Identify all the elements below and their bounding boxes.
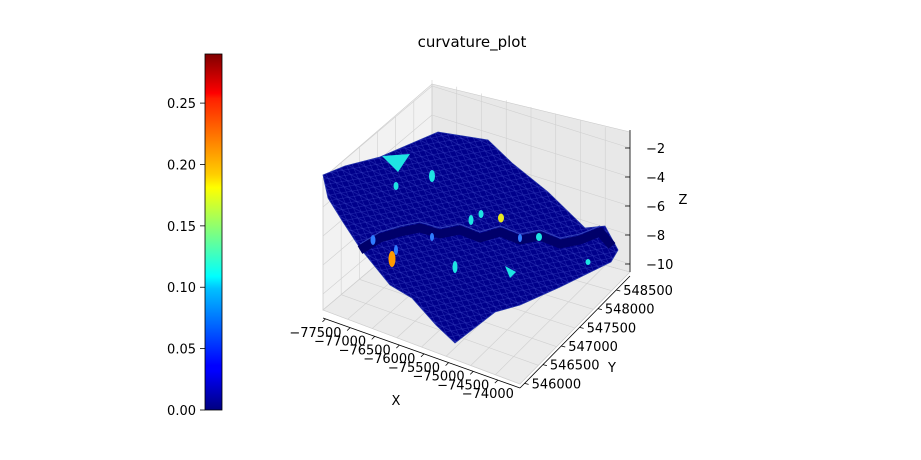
x-axis-label: X <box>392 394 401 409</box>
x-tick-label: −74500 <box>437 378 489 393</box>
y-tick-label: 548500 <box>623 284 673 299</box>
curvature-highlights <box>370 154 591 278</box>
y-tick-label: 547500 <box>587 321 637 336</box>
highlight-cyan <box>452 261 458 273</box>
y-axis-line <box>519 275 631 389</box>
highlight-cyan <box>429 170 435 182</box>
highlight-blue <box>394 245 398 255</box>
colorbar-tick-label: 0.15 <box>167 220 196 235</box>
y-tick-label: 546500 <box>550 359 600 374</box>
z-tick-labels: −2 −4 −6 −8 −10 <box>625 142 673 273</box>
highlight-yellow <box>498 213 504 223</box>
surface-ridge <box>357 223 616 254</box>
z-tick-label: −8 <box>646 229 665 244</box>
x-tick-mark <box>396 344 400 349</box>
grid-line <box>341 294 539 366</box>
surface-ridge-edge <box>359 221 601 245</box>
y-tick-mark <box>616 289 621 292</box>
y-tick-mark <box>524 382 529 385</box>
colorbar-gradient <box>204 53 223 411</box>
z-tick-label: −4 <box>646 171 665 186</box>
grid-line <box>322 85 433 179</box>
x-tick-labels: −77500−77000−76500−76000−75500−75000−745… <box>289 318 514 402</box>
highlight-blue <box>370 235 376 245</box>
x-tick-label: −75000 <box>412 370 464 385</box>
y-tick-mark <box>542 364 548 367</box>
x-tick-mark <box>346 327 351 331</box>
z-tick-label: −10 <box>646 258 673 273</box>
y-tick-labels: 546000 546500 547000 547500 548000 548500 <box>524 284 673 392</box>
colorbar-ticks: 0.00 0.05 0.10 0.15 0.20 0.25 <box>167 97 205 419</box>
chart-title: curvature_plot <box>418 33 527 52</box>
z-tick-label: −6 <box>646 200 665 215</box>
colorbar-tick-label: 0.00 <box>167 404 196 419</box>
axis-lines <box>322 130 631 389</box>
highlight-blue <box>430 233 434 241</box>
x-axis-line <box>322 317 521 389</box>
y-axis-label: Y <box>607 361 616 376</box>
z-axis-label: Z <box>679 193 688 208</box>
colorbar-tick-label: 0.20 <box>167 158 196 173</box>
grid-line <box>322 309 521 385</box>
y-tick-mark <box>579 326 584 329</box>
highlight-cyan <box>468 215 474 225</box>
x-tick-label: −76500 <box>339 343 391 358</box>
highlight-orange <box>388 251 396 267</box>
colorbar: 0.00 0.05 0.10 0.15 0.20 0.25 <box>167 53 223 419</box>
x-tick-label: −75500 <box>388 361 440 376</box>
x-tick-label: −76000 <box>363 352 415 367</box>
x-tick-label: −77000 <box>314 335 366 350</box>
x-tick-label: −77500 <box>289 326 341 341</box>
y-tick-label: 546000 <box>532 377 582 392</box>
x-tick-mark <box>494 379 499 384</box>
grid-line <box>431 85 631 149</box>
y-tick-mark <box>597 308 603 311</box>
colorbar-tick-label: 0.05 <box>167 343 196 358</box>
surface-plot <box>322 131 619 344</box>
highlight-cyan <box>505 266 516 278</box>
grid-line <box>431 114 631 178</box>
y-tick-mark <box>561 345 566 348</box>
highlight-cyan <box>393 182 399 190</box>
x-tick-mark <box>420 353 425 358</box>
highlight-cyan <box>478 210 484 218</box>
x-tick-mark <box>469 371 474 375</box>
x-tick-mark <box>371 336 375 340</box>
highlight-cyan <box>536 233 542 241</box>
y-tick-label: 547000 <box>568 340 618 355</box>
x-tick-mark <box>445 362 449 366</box>
y-tick-label: 548000 <box>605 303 655 318</box>
colorbar-tick-label: 0.25 <box>167 97 196 112</box>
highlight-cyan <box>585 259 591 265</box>
x-tick-label: −74000 <box>462 387 514 402</box>
highlight-blue <box>518 234 522 242</box>
x-tick-mark <box>322 318 326 323</box>
z-tick-label: −2 <box>646 142 665 157</box>
highlight-cyan <box>382 154 410 172</box>
colorbar-tick-label: 0.10 <box>167 281 196 296</box>
